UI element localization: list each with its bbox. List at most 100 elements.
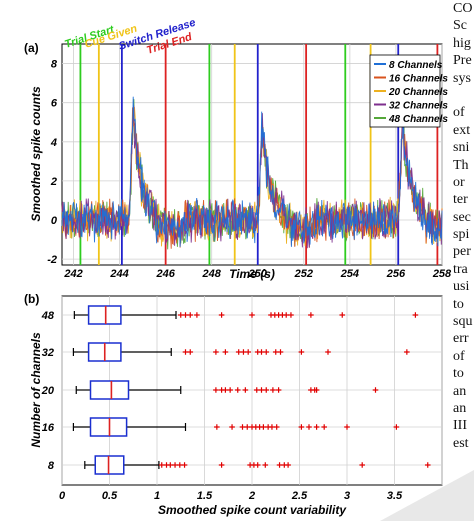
y-tick-label-a: 6: [51, 98, 58, 110]
y-tick-label-a: 4: [50, 137, 57, 149]
outlier-marker: [213, 387, 219, 393]
y-tick-label-a: 2: [50, 176, 57, 188]
outlier-marker: [254, 462, 261, 468]
outlier-marker: [182, 349, 189, 355]
x-tick-label-b: 3.5: [387, 490, 403, 502]
outlier-marker: [172, 462, 178, 468]
y-axis-label-b: Number of channels: [29, 332, 43, 448]
y-tick-label-b: 16: [42, 422, 55, 434]
outlier-marker: [263, 349, 270, 355]
x-tick-label-a: 246: [155, 268, 175, 280]
outlier-marker: [258, 349, 265, 355]
box-plot-20: [75, 380, 379, 400]
side-text-line: err: [453, 331, 469, 347]
side-text-line: an: [453, 383, 467, 399]
outlier-marker: [249, 312, 255, 318]
x-tick-label-b: 0: [59, 490, 66, 502]
outlier-marker: [182, 312, 189, 318]
y-tick-label-b: 8: [48, 460, 55, 472]
outlier-marker: [308, 312, 314, 318]
outlier-marker: [393, 424, 400, 430]
outlier-marker: [288, 312, 294, 318]
y-tick-label-b: 20: [41, 385, 55, 397]
x-tick-label-b: 2.5: [291, 490, 308, 502]
outlier-marker: [222, 349, 229, 355]
side-text-line: sys: [453, 70, 471, 86]
side-text-line: CO: [453, 1, 473, 16]
side-text-line: III: [453, 418, 467, 434]
outlier-marker: [263, 387, 270, 393]
x-axis-label-a: Time (s): [229, 267, 275, 281]
outlier-marker: [222, 387, 229, 393]
side-text-line: ext: [453, 122, 471, 138]
x-tick-label-a: 248: [202, 268, 222, 280]
x-tick-label-a: 256: [386, 268, 406, 280]
outlier-marker: [177, 462, 183, 468]
outlier-marker: [344, 424, 350, 430]
box-plot-48: [73, 305, 419, 325]
side-text-line: Pre: [453, 53, 472, 69]
iqr-box: [94, 455, 125, 475]
x-tick-label-b: 1: [154, 490, 160, 502]
side-text-line: of: [453, 105, 465, 121]
side-text-line: to: [453, 366, 464, 382]
outlier-marker: [258, 387, 265, 393]
outlier-marker: [218, 312, 225, 318]
legend-entry: 8 Channels: [389, 60, 443, 71]
legend-entry: 16 Channels: [389, 74, 448, 85]
x-tick-label-a: 244: [109, 268, 128, 280]
panel-a-label: (a): [24, 41, 39, 55]
legend: 8 Channels 16 Channels 20 Channels 32 Chann…: [369, 54, 448, 128]
side-text-line: Th: [453, 157, 469, 173]
x-tick-label-b: 0.5: [102, 490, 118, 502]
x-tick-label-a: 252: [294, 268, 313, 280]
outlier-marker: [218, 462, 225, 468]
outlier-marker: [372, 387, 379, 393]
outlier-marker: [404, 349, 410, 355]
outlier-marker: [276, 462, 283, 468]
series-line-8: [61, 96, 443, 247]
y-tick-label-a: 8: [51, 59, 58, 71]
side-text-line: hig: [453, 35, 471, 51]
outlier-marker: [359, 462, 365, 468]
outlier-marker: [240, 349, 247, 355]
y-tick-label-b: 48: [41, 310, 55, 322]
side-text-line: [453, 87, 474, 104]
x-tick-label-a: 254: [340, 268, 359, 280]
panel-b-chart: 00.511.522.533.54816203248 Smoothed spik…: [29, 295, 445, 517]
y-tick-label-b: 32: [42, 347, 54, 359]
side-text-line: or: [453, 174, 465, 190]
outlier-marker: [325, 349, 331, 355]
outlier-marker: [269, 424, 275, 430]
outlier-marker: [321, 424, 327, 430]
outlier-marker: [424, 462, 431, 468]
outlier-marker: [229, 424, 235, 430]
iqr-box: [87, 305, 122, 325]
outlier-marker: [277, 349, 284, 355]
outlier-marker: [239, 424, 246, 430]
outlier-marker: [283, 312, 289, 318]
y-axis-label-a: Smoothed spike counts: [29, 86, 43, 222]
outlier-marker: [260, 424, 267, 430]
x-tick-label-b: 3: [344, 490, 350, 502]
page-corner-shadow: [380, 470, 474, 521]
side-text-line: est: [453, 435, 469, 451]
x-tick-label-a: 242: [63, 268, 82, 280]
outlier-marker: [412, 312, 419, 318]
x-tick-label-a: 258: [432, 268, 452, 280]
box-plot-8: [84, 455, 431, 475]
outlier-marker: [285, 462, 291, 468]
side-text-line: spi: [453, 227, 470, 243]
outlier-marker: [339, 312, 346, 318]
outlier-marker: [235, 349, 242, 355]
outlier-marker: [298, 349, 305, 355]
outlier-marker: [262, 462, 269, 468]
outlier-marker: [167, 462, 174, 468]
outlier-marker: [194, 312, 200, 318]
y-tick-label-a: 0: [51, 215, 58, 227]
iqr-box: [89, 417, 128, 437]
side-text-line: to: [453, 296, 464, 312]
side-text-line: of: [453, 348, 465, 364]
